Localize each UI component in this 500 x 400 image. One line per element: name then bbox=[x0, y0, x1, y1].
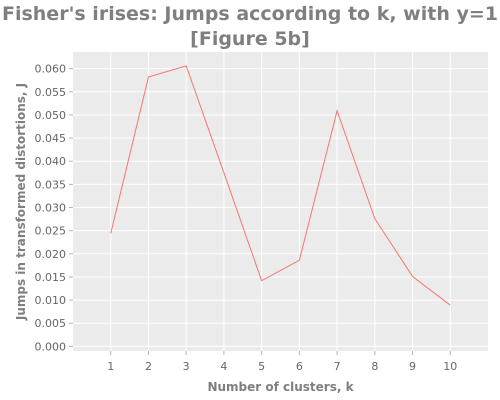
x-tick-label: 7 bbox=[334, 360, 341, 373]
y-tick-label: 0.000 bbox=[35, 340, 67, 353]
grid-lines bbox=[73, 52, 488, 351]
y-tick-label: 0.035 bbox=[35, 178, 67, 191]
y-axis: 0.000 0.005 0.010 0.015 0.020 0.025 0.030 0.035… bbox=[35, 63, 73, 353]
y-tick-label: 0.005 bbox=[35, 317, 67, 330]
x-tick-label: 2 bbox=[145, 360, 152, 373]
x-tick-label: 6 bbox=[296, 360, 303, 373]
y-tick-label: 0.040 bbox=[35, 155, 67, 168]
x-axis: 1 2 3 4 5 6 7 8 9 10 bbox=[107, 351, 457, 373]
x-tick-label: 4 bbox=[220, 360, 227, 373]
y-tick-label: 0.060 bbox=[35, 63, 67, 76]
chart-title-line-1: Fisher's irises: Jumps according to k, w… bbox=[1, 3, 498, 25]
x-tick-label: 9 bbox=[409, 360, 416, 373]
chart-title: Fisher's irises: Jumps according to k, w… bbox=[0, 2, 500, 52]
x-tick-label: 3 bbox=[183, 360, 190, 373]
y-tick-label: 0.045 bbox=[35, 132, 67, 145]
x-tick-label: 1 bbox=[107, 360, 114, 373]
y-tick-label: 0.020 bbox=[35, 248, 67, 261]
x-axis-title: Number of clusters, k bbox=[207, 380, 354, 394]
y-tick-label: 0.030 bbox=[35, 202, 67, 215]
y-tick-label: 0.010 bbox=[35, 294, 67, 307]
chart-title-line-2: [Figure 5b] bbox=[190, 28, 310, 50]
y-tick-label: 0.025 bbox=[35, 225, 67, 238]
y-axis-title: Jumps in transformed distortions, J bbox=[14, 83, 28, 321]
y-tick-label: 0.015 bbox=[35, 271, 67, 284]
y-tick-label: 0.050 bbox=[35, 109, 67, 122]
plot-panel bbox=[73, 52, 488, 351]
series-group bbox=[110, 65, 451, 306]
x-tick-label: 10 bbox=[443, 360, 457, 373]
x-tick-label: 5 bbox=[258, 360, 265, 373]
x-tick-label: 8 bbox=[371, 360, 378, 373]
series-line bbox=[110, 65, 451, 306]
y-tick-label: 0.055 bbox=[35, 86, 67, 99]
